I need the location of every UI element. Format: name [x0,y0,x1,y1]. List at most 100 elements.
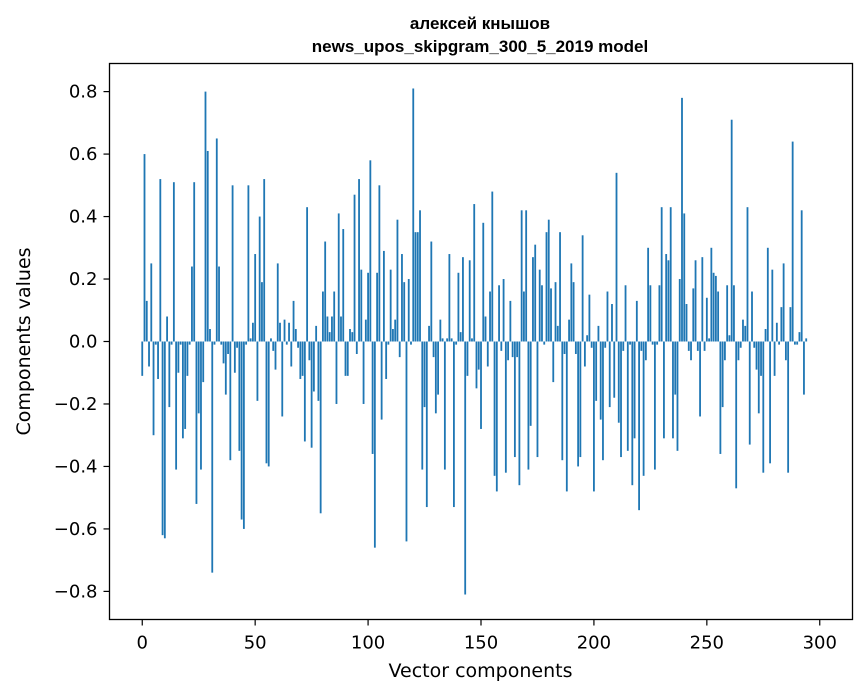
bar-242 [687,341,690,351]
bar-144 [466,341,469,376]
bar-146 [471,338,473,342]
bar-88 [340,316,342,342]
bar-204 [602,341,604,461]
y-tick-label: −0.6 [54,519,98,540]
bar-183 [554,282,557,342]
bar-124 [421,341,424,470]
bar-180 [547,219,550,342]
bar-113 [396,219,399,342]
bar-235 [672,341,674,439]
bar-198 [588,294,591,342]
bar-47 [247,185,250,342]
bar-134 [443,341,446,470]
bar-175 [536,341,539,458]
bar-104 [376,272,379,342]
bar-273 [757,341,760,414]
x-tick-label: 250 [690,633,724,654]
bar-49 [252,322,254,342]
bar-170 [525,210,528,342]
bar-154 [489,291,491,342]
bar-287 [789,307,792,342]
bar-108 [385,341,388,379]
bar-178 [543,341,546,345]
y-tick-label: 0.2 [69,269,98,290]
bar-116 [403,282,406,342]
bar-187 [563,341,566,354]
bar-213 [622,341,625,351]
bar-36 [222,341,225,364]
bar-127 [428,325,430,342]
bar-258 [724,341,726,361]
bar-120 [412,88,415,342]
bar-168 [520,210,523,342]
bar-64 [285,341,288,345]
bar-56 [267,341,270,467]
bar-200 [593,341,595,492]
bar-99 [364,319,367,342]
bar-14 [172,182,175,342]
bar-185 [559,232,561,342]
bar-131 [437,341,439,395]
bar-121 [414,232,417,342]
bar-210 [615,172,618,342]
bar-79 [319,341,322,514]
bar-123 [419,210,421,342]
bar-222 [642,341,645,476]
bar-2 [145,300,148,342]
bar-130 [434,341,437,414]
y-tick-label: 0.6 [69,144,98,165]
y-tick-label: 0.8 [69,82,98,103]
bar-190 [570,263,573,342]
bar-25 [197,341,200,414]
bar-15 [175,341,178,470]
bar-193 [577,341,580,467]
bar-62 [281,341,284,417]
bar-111 [392,329,394,342]
bar-55 [265,341,268,464]
bar-119 [410,341,412,345]
bar-12 [168,341,171,408]
bar-214 [624,285,627,342]
bar-226 [651,341,654,345]
bar-283 [780,307,783,342]
bar-279 [771,269,774,342]
x-tick-label: 150 [464,633,498,654]
bar-54 [263,179,266,342]
bar-224 [647,247,650,342]
x-tick-label: 0 [137,633,148,654]
bar-3 [148,341,150,367]
bar-69 [297,341,299,348]
bar-286 [787,341,790,473]
bar-129 [432,341,435,358]
bar-236 [674,341,677,395]
bar-112 [394,319,397,342]
bar-212 [620,341,622,458]
y-tick-label: 0.0 [69,332,98,353]
bar-76 [312,341,315,392]
bar-86 [335,341,338,404]
bar-289 [794,341,796,345]
bar-280 [773,341,776,376]
bar-246 [696,341,699,351]
bar-199 [590,341,593,348]
bar-35 [220,341,223,345]
bar-84 [331,316,333,342]
bar-101 [369,160,372,342]
bar-28 [204,91,207,342]
bar-197 [586,335,589,342]
x-tick-label: 200 [577,633,611,654]
bar-9 [161,341,164,536]
bar-182 [552,341,555,383]
bar-227 [653,341,656,470]
bar-277 [766,247,769,342]
bar-231 [663,341,665,439]
bar-293 [803,341,805,395]
bar-230 [660,207,663,342]
bar-167 [518,341,521,486]
bar-93 [351,332,354,342]
bar-0 [141,341,144,376]
bar-196 [583,341,586,367]
bar-282 [778,341,781,345]
bar-191 [572,282,575,342]
